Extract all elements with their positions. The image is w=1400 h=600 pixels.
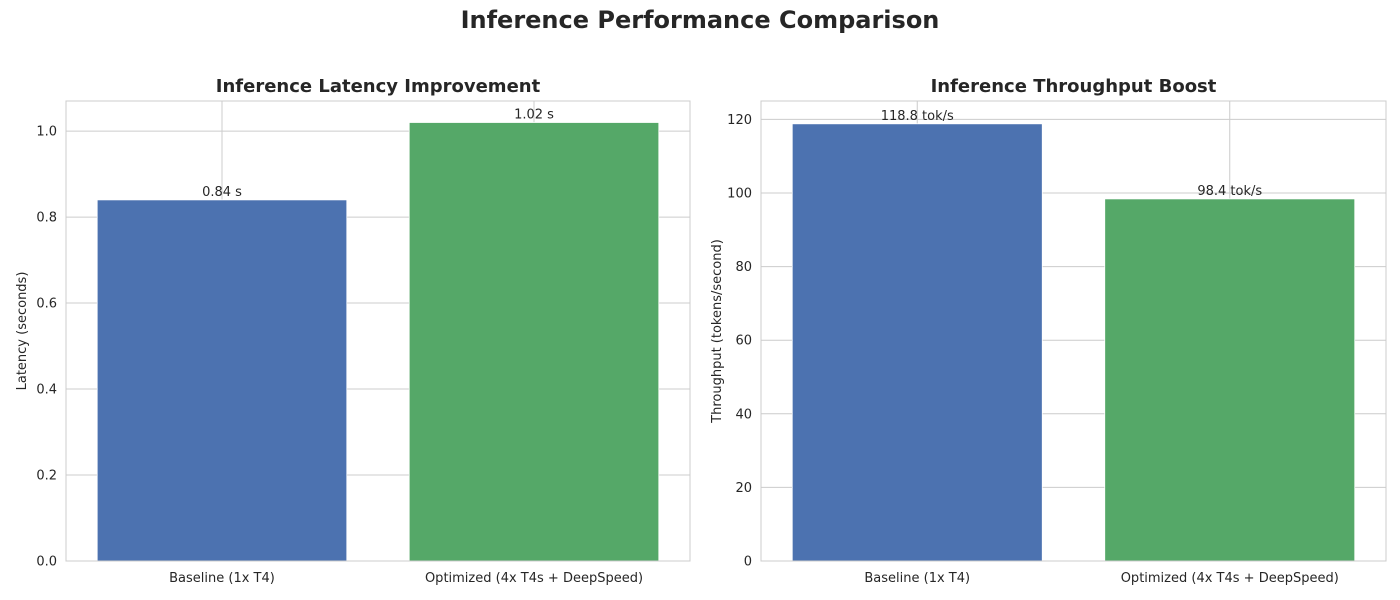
x-tick-label: Baseline (1x T4) — [864, 571, 970, 586]
y-tick-label: 1.0 — [36, 125, 57, 140]
axes-frame — [65, 100, 691, 562]
figure-title: Inference Performance Comparison — [460, 6, 940, 34]
data-label: 0.84 s — [202, 185, 242, 200]
y-tick-label: 20 — [735, 481, 752, 496]
y-tick-label: 0.2 — [36, 469, 57, 484]
subplot-title: Inference Throughput Boost — [931, 76, 1217, 97]
y-tick-label: 0.0 — [36, 555, 57, 570]
y-tick-label: 0.4 — [36, 383, 57, 398]
bar — [408, 122, 660, 562]
y-tick-label: 0.6 — [36, 297, 57, 312]
y-tick-label: 0 — [744, 555, 752, 570]
subplot-title: Inference Latency Improvement — [216, 76, 541, 97]
x-tick-label: Baseline (1x T4) — [169, 571, 275, 586]
x-tick-label: Optimized (4x T4s + DeepSpeed) — [425, 571, 643, 586]
y-tick-label: 120 — [727, 113, 752, 128]
x-tick-label: Optimized (4x T4s + DeepSpeed) — [1121, 571, 1339, 586]
y-tick-label: 80 — [735, 260, 752, 275]
data-label: 98.4 tok/s — [1197, 184, 1262, 199]
y-tick-label: 100 — [727, 187, 752, 202]
subplot-2: 118.8 tok/s 98.4 tok/s 0 20 40 60 80 100 120 Base… — [710, 76, 1387, 586]
data-label: 1.02 s — [514, 107, 554, 122]
y-axis-label: Latency (seconds) — [15, 272, 30, 391]
y-tick-label: 60 — [735, 334, 752, 349]
bar — [1104, 198, 1356, 562]
axes-frame — [760, 100, 1387, 562]
data-label: 118.8 tok/s — [881, 109, 954, 124]
y-axis-label: Throughput (tokens/second) — [710, 239, 725, 424]
bar — [96, 199, 348, 562]
bar — [791, 123, 1043, 562]
y-tick-label: 0.8 — [36, 211, 57, 226]
subplot-1: 0.84 s 1.02 s 0.0 0.2 0.4 0.6 0.8 1.0 Baseline (… — [15, 76, 691, 586]
y-tick-label: 40 — [735, 407, 752, 422]
